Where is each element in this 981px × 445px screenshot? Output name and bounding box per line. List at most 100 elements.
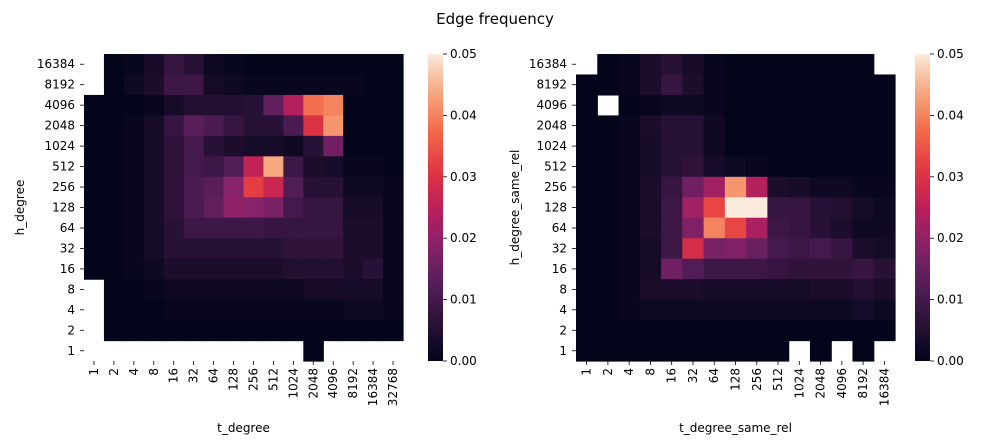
heatmap-cell <box>724 176 747 198</box>
heatmap-cell <box>303 279 324 301</box>
colorbar-tick-label: 0.01 <box>450 293 477 307</box>
heatmap-cell <box>163 197 185 219</box>
colorbar-tick-label: 0.05 <box>450 47 477 61</box>
heatmap-cell <box>809 74 832 96</box>
heatmap-cell <box>682 197 705 219</box>
heatmap-cell <box>343 258 364 280</box>
heatmap-cell <box>363 94 384 116</box>
x-tick-label: 512 <box>266 368 280 391</box>
heatmap-cell <box>661 115 683 137</box>
heatmap-cell <box>223 320 245 342</box>
heatmap-cell <box>767 340 790 362</box>
heatmap-cell <box>183 156 205 178</box>
heatmap-cell <box>223 279 245 301</box>
heatmap-cell <box>597 217 620 239</box>
heatmap-cell <box>123 197 145 219</box>
heatmap-cell <box>163 54 185 76</box>
heatmap-cell <box>203 279 225 301</box>
heatmap-cell <box>163 94 185 116</box>
heatmap-cell <box>682 217 705 239</box>
heatmap-cell <box>724 94 747 116</box>
heatmap-cell <box>303 258 324 280</box>
heatmap-cell <box>243 197 265 219</box>
heatmap-cell <box>343 176 364 198</box>
x-tick-label: 4 <box>622 368 636 376</box>
heatmap-cell <box>724 197 747 219</box>
heatmap-cell <box>383 279 404 301</box>
heatmap-cell <box>203 299 225 321</box>
heatmap-cell <box>383 94 404 116</box>
heatmap-cell <box>746 197 768 219</box>
heatmap-cell <box>223 197 245 219</box>
heatmap-cell <box>873 176 896 198</box>
heatmap-cell <box>203 320 225 342</box>
heatmap-cell <box>263 54 284 76</box>
heatmap-cell <box>852 115 875 137</box>
heatmap-cell <box>576 197 598 219</box>
y-tick-label: 2 <box>67 323 75 337</box>
heatmap-cell <box>163 74 185 96</box>
heatmap-cell <box>831 299 854 321</box>
heatmap-cell <box>303 217 324 239</box>
heatmap-cell <box>746 54 768 76</box>
heatmap-cell <box>724 238 747 260</box>
x-tick-label: 32 <box>187 368 201 383</box>
heatmap-cell <box>203 176 225 198</box>
heatmap-cell <box>724 135 747 157</box>
heatmap-cell <box>703 320 726 342</box>
heatmap-cell <box>383 258 404 280</box>
heatmap-cell <box>163 258 185 280</box>
heatmap-cell <box>852 258 875 280</box>
heatmap-cell <box>123 238 145 260</box>
heatmap-cell <box>746 156 768 178</box>
heatmap-cell <box>303 94 324 116</box>
heatmap-cell <box>639 94 662 116</box>
heatmap-cell <box>724 156 747 178</box>
heatmap-cell <box>283 217 304 239</box>
heatmap-cell <box>788 54 811 76</box>
heatmap-cell <box>163 156 185 178</box>
heatmap-cell <box>143 176 165 198</box>
heatmap-cell <box>809 156 832 178</box>
heatmap-cell <box>724 279 747 301</box>
heatmap-cell <box>618 156 641 178</box>
heatmap-cell <box>383 320 404 342</box>
heatmap-cell <box>788 135 811 157</box>
heatmap-cell <box>283 279 304 301</box>
heatmap-cell <box>223 258 245 280</box>
heatmap-cell <box>639 320 662 342</box>
y-tick-label: 16 <box>60 262 75 276</box>
heatmap-cell <box>263 217 284 239</box>
heatmap-cell <box>143 217 165 239</box>
heatmap-cell <box>703 279 726 301</box>
y-axis-label: h_degree_same_rel <box>508 150 522 266</box>
heatmap-cell <box>597 135 620 157</box>
heatmap-cell <box>639 279 662 301</box>
heatmap-cell <box>873 279 896 301</box>
heatmap-cell <box>223 217 245 239</box>
y-tick-label: 4096 <box>536 98 567 112</box>
heatmap-cell <box>343 135 364 157</box>
heatmap-cell <box>661 74 683 96</box>
heatmap-cell <box>223 156 245 178</box>
heatmap-cell <box>809 176 832 198</box>
heatmap-cell <box>223 176 245 198</box>
heatmap-cell <box>84 258 105 280</box>
heatmap-cell <box>809 279 832 301</box>
heatmap-cell <box>243 94 265 116</box>
heatmap-cell <box>123 258 145 280</box>
y-tick-label: 4096 <box>44 98 75 112</box>
heatmap-cell <box>831 54 854 76</box>
heatmap-cell <box>183 135 205 157</box>
heatmap-cell <box>682 320 705 342</box>
heatmap-cell <box>223 115 245 137</box>
colorbar <box>428 54 443 361</box>
heatmap-cell <box>183 54 205 76</box>
heatmap-cell <box>143 238 165 260</box>
heatmap-cell <box>363 156 384 178</box>
heatmap-cell <box>123 176 145 198</box>
heatmap-cell <box>809 320 832 342</box>
heatmap-cell <box>343 197 364 219</box>
y-tick-label: 8 <box>559 282 567 296</box>
heatmap-cell <box>103 258 125 280</box>
